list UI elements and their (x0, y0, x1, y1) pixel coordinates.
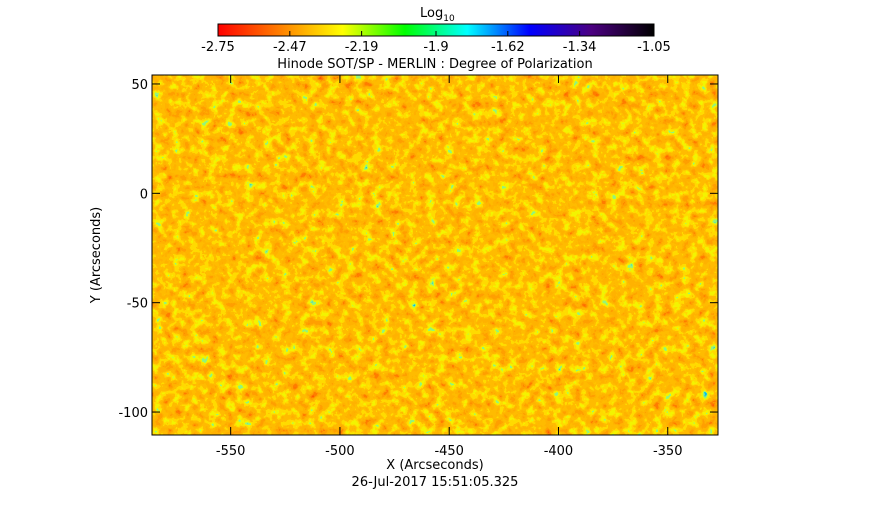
heatmap-image (152, 75, 718, 435)
x-tick-label: -500 (325, 444, 355, 459)
x-tick-label: -350 (653, 444, 683, 459)
x-axis-label: X (Arcseconds) (386, 458, 483, 473)
colorbar-tick-label: -1.62 (491, 40, 525, 55)
y-tick-label: -50 (127, 297, 148, 312)
colorbar-label: Log10 (420, 6, 455, 24)
colorbar-tick-label: -2.19 (345, 40, 379, 55)
colorbar-tick-label: -1.9 (423, 40, 448, 55)
x-tick-label: -450 (434, 444, 464, 459)
plot-frame (151, 74, 719, 436)
colorbar-tick-label: -1.05 (637, 40, 671, 55)
colorbar-tick-label: -2.47 (273, 40, 307, 55)
x-tick-label: -400 (544, 444, 574, 459)
colorbar-tick-label: -2.75 (201, 40, 235, 55)
y-tick-label: -100 (118, 406, 148, 421)
colorbar-tick-label: -1.34 (563, 40, 597, 55)
y-axis-label: Y (Arcseconds) (89, 207, 104, 304)
y-tick-label: 0 (140, 187, 148, 202)
y-tick-label: 50 (131, 78, 148, 93)
x-tick-label: -550 (216, 444, 246, 459)
footer: 26-Jul-2017 15:51:05.325 (352, 475, 519, 490)
chart-title: Hinode SOT/SP - MERLIN : Degree of Polar… (277, 57, 592, 72)
